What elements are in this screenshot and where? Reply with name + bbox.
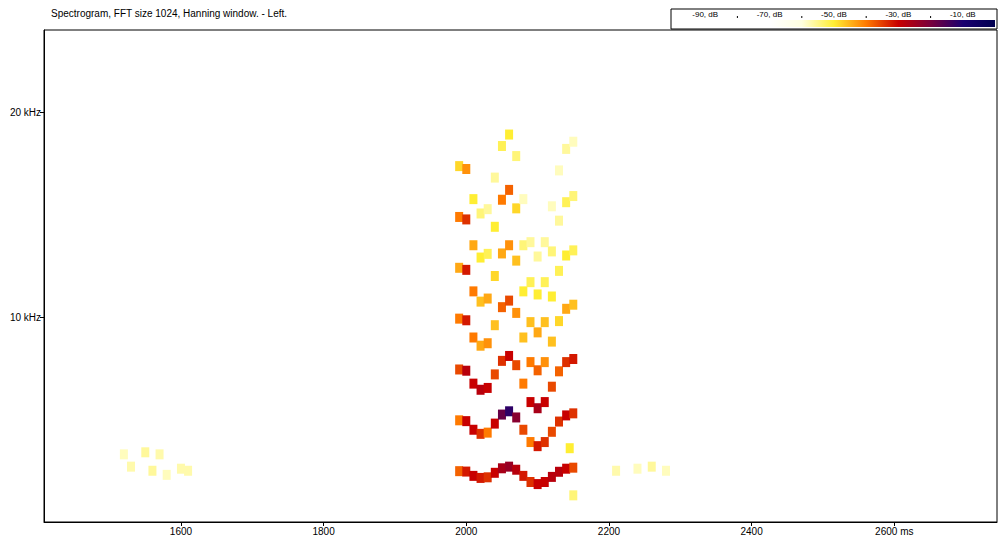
svg-text:-50, dB: -50, dB: [821, 10, 847, 19]
svg-text:Spectrogram, FFT size 1024, Ha: Spectrogram, FFT size 1024, Hanning wind…: [51, 8, 287, 19]
svg-text:10 kHz: 10 kHz: [10, 312, 41, 323]
svg-text:2200: 2200: [598, 526, 621, 537]
svg-text:20 kHz: 20 kHz: [10, 107, 41, 118]
svg-text:2400: 2400: [740, 526, 763, 537]
svg-text:2000: 2000: [455, 526, 478, 537]
svg-text:-30, dB: -30, dB: [886, 10, 912, 19]
svg-text:1600: 1600: [170, 526, 193, 537]
svg-text:1800: 1800: [312, 526, 335, 537]
svg-text:2600 ms: 2600 ms: [875, 526, 913, 537]
svg-text:-10, dB: -10, dB: [950, 10, 976, 19]
svg-text:-90, dB: -90, dB: [692, 10, 718, 19]
svg-text:-70, dB: -70, dB: [757, 10, 783, 19]
